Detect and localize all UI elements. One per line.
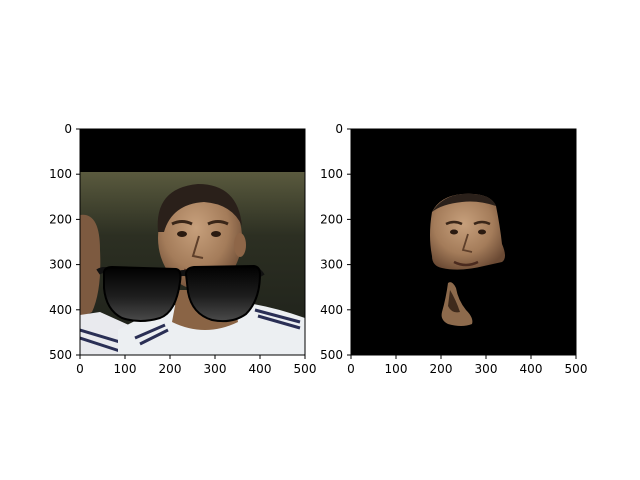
right-axes-ticks: 0 100 200 300 400 500 0 100 200 300 400 500 bbox=[320, 122, 587, 376]
subject-hair bbox=[157, 184, 242, 232]
right-x-tick-label: 100 bbox=[385, 362, 408, 376]
right-x-tick-label: 400 bbox=[520, 362, 543, 376]
right-y-tick-label: 200 bbox=[320, 212, 343, 226]
left-x-tick-label: 400 bbox=[249, 362, 272, 376]
left-axes-frame bbox=[79, 128, 306, 356]
left-y-tick-label: 200 bbox=[49, 212, 72, 226]
right-x-tick-label: 300 bbox=[475, 362, 498, 376]
sunglasses-left-lens bbox=[103, 265, 182, 322]
left-y-tick-label: 0 bbox=[64, 122, 72, 136]
subject-ear bbox=[234, 233, 246, 257]
left-x-tick-label: 200 bbox=[159, 362, 182, 376]
left-photo-letterbox bbox=[80, 129, 305, 172]
right-axes-frame bbox=[350, 128, 577, 356]
segmented-mouth bbox=[453, 260, 479, 267]
subject-brows bbox=[171, 220, 229, 226]
right-x-tick-label: 500 bbox=[565, 362, 588, 376]
left-photo bbox=[80, 129, 305, 355]
left-x-tick-label: 300 bbox=[204, 362, 227, 376]
right-x-tick-label: 0 bbox=[347, 362, 355, 376]
sunglasses-right-lens bbox=[184, 264, 262, 323]
segmented-nose bbox=[461, 233, 473, 253]
right-x-tick-label: 200 bbox=[430, 362, 453, 376]
segmented-chin-shadow bbox=[448, 290, 460, 313]
right-image-axes: 0 100 200 300 400 500 0 100 200 300 400 500 bbox=[320, 122, 587, 376]
right-y-tick-label: 100 bbox=[320, 167, 343, 181]
right-y-tick-label: 0 bbox=[335, 122, 343, 136]
left-axes-ticks: 0 100 200 300 400 500 0 100 200 300 400 500 bbox=[49, 122, 316, 376]
sunglasses bbox=[96, 264, 265, 323]
subject-nose bbox=[191, 235, 204, 259]
right-mask-image bbox=[351, 129, 576, 355]
left-x-tick-label: 500 bbox=[294, 362, 317, 376]
subject-left-eye bbox=[177, 231, 187, 237]
left-image-axes: 0 100 200 300 400 500 0 100 200 300 400 500 bbox=[49, 122, 316, 376]
segmented-right-eye bbox=[478, 229, 486, 235]
segmented-left-eye bbox=[450, 229, 458, 235]
segmented-face-hair bbox=[432, 193, 496, 212]
left-y-tick-label: 400 bbox=[49, 303, 72, 317]
subject-face bbox=[158, 186, 242, 290]
left-y-tick-label: 300 bbox=[49, 258, 72, 272]
left-x-tick-label: 100 bbox=[114, 362, 137, 376]
right-y-tick-label: 400 bbox=[320, 303, 343, 317]
right-y-tick-label: 500 bbox=[320, 348, 343, 362]
left-y-tick-label: 500 bbox=[49, 348, 72, 362]
left-x-tick-label: 0 bbox=[76, 362, 84, 376]
segmented-face-brows bbox=[445, 220, 491, 226]
subject-right-eye bbox=[211, 231, 221, 237]
left-person-head bbox=[80, 214, 101, 318]
subject-shirt-stripes bbox=[134, 308, 301, 346]
segmented-face-upper bbox=[430, 193, 505, 270]
right-y-tick-label: 300 bbox=[320, 258, 343, 272]
left-y-tick-label: 100 bbox=[49, 167, 72, 181]
